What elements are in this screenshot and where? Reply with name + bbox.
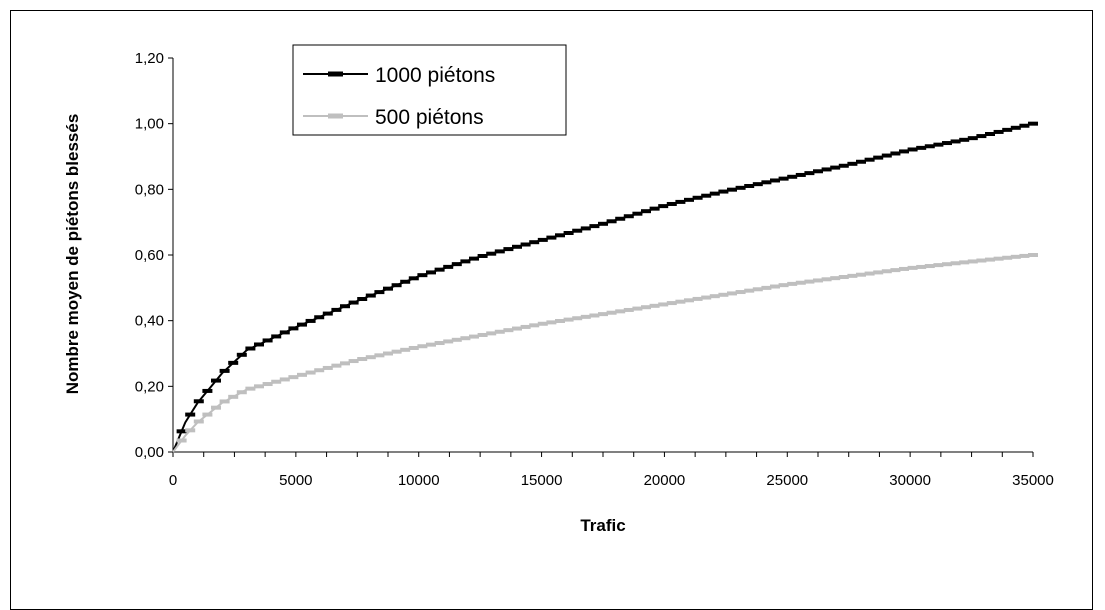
legend-box (292, 44, 567, 136)
y-tick-label: 0,80 (135, 181, 164, 198)
series-primary (172, 121, 1038, 453)
x-tick-label: 0 (169, 472, 177, 489)
series-secondary (172, 253, 1038, 453)
y-tick-label: 1,00 (135, 116, 164, 133)
x-tick-label: 30000 (889, 472, 931, 489)
series-layer (172, 121, 1038, 453)
x-tick-label: 20000 (644, 472, 686, 489)
y-tick-label: 1,20 (135, 50, 164, 67)
x-tick-label: 25000 (766, 472, 808, 489)
y-tick-label: 0,20 (135, 378, 164, 395)
legend-entries: 1000 piétons 500 piétons (303, 64, 495, 129)
y-tick-label: 0,40 (135, 313, 164, 330)
legend-label: 500 piétons (375, 106, 484, 129)
series-line (172, 254, 1034, 453)
x-tick-label: 5000 (279, 472, 312, 489)
chart: 0,00 0,20 0,40 0,60 0,80 1,00 1,20 0 5000 10000 15… (63, 44, 1054, 535)
y-tick-label: 0,00 (135, 444, 164, 461)
x-tick-label: 15000 (521, 472, 563, 489)
x-tick-label: 10000 (398, 472, 440, 489)
tick-labels: 0,00 0,20 0,40 0,60 0,80 1,00 1,20 0 5000 10000 15… (135, 50, 1054, 489)
axes (168, 57, 1034, 457)
series-line (172, 122, 1034, 453)
legend-label: 1000 piétons (375, 64, 495, 87)
x-axis-title: Trafic (580, 516, 625, 535)
legend: 1000 piétons 500 piétons (292, 44, 567, 136)
y-axis-title: Nombre moyen de piétons blessés (63, 114, 82, 395)
x-tick-label: 35000 (1012, 472, 1054, 489)
y-tick-label: 0,60 (135, 247, 164, 264)
